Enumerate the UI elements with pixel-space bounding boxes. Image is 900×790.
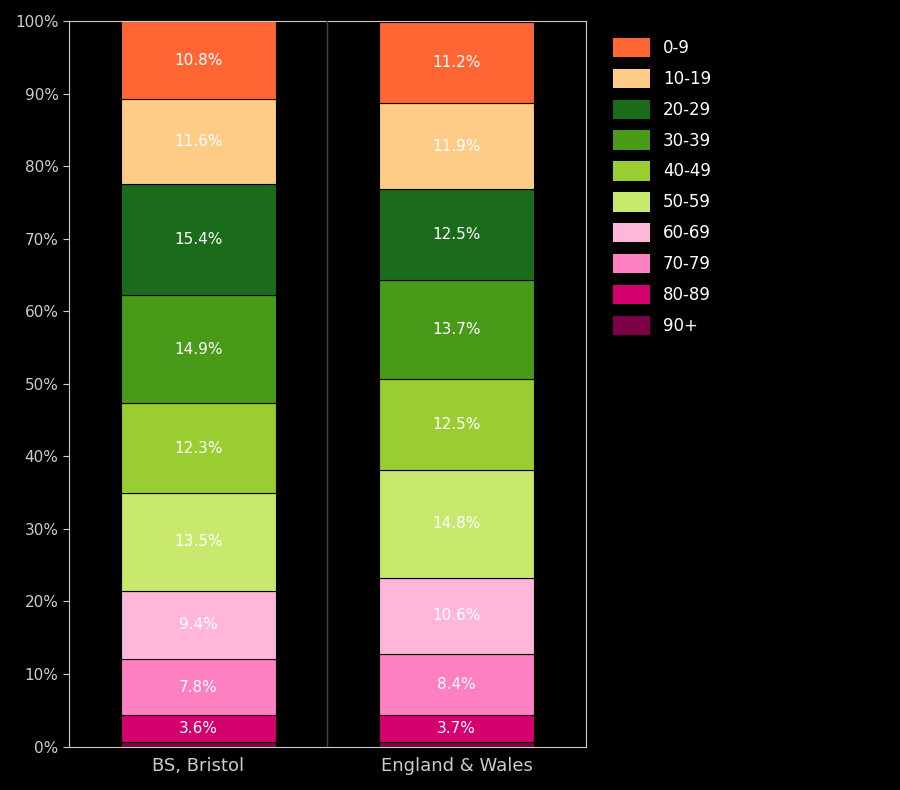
Bar [121, 716, 275, 742]
Text: 11.9%: 11.9% [432, 139, 481, 154]
Bar [121, 100, 275, 183]
Text: 13.7%: 13.7% [432, 322, 481, 337]
Bar [121, 742, 275, 747]
Bar [121, 659, 275, 716]
Text: 8.4%: 8.4% [437, 677, 476, 692]
Text: 10.6%: 10.6% [432, 608, 481, 623]
Bar [379, 190, 535, 280]
Text: 15.4%: 15.4% [174, 232, 222, 247]
Text: 11.2%: 11.2% [433, 55, 481, 70]
Bar [121, 493, 275, 591]
Legend: 0-9, 10-19, 20-29, 30-39, 40-49, 50-59, 60-69, 70-79, 80-89, 90+: 0-9, 10-19, 20-29, 30-39, 40-49, 50-59, … [605, 29, 719, 344]
Text: 14.8%: 14.8% [433, 517, 481, 532]
Bar [379, 470, 535, 577]
Text: 3.6%: 3.6% [179, 721, 218, 736]
Text: 12.5%: 12.5% [433, 228, 481, 243]
Bar [121, 21, 275, 100]
Text: 14.9%: 14.9% [174, 342, 222, 357]
Text: 10.8%: 10.8% [174, 53, 222, 68]
Bar [379, 22, 535, 103]
Bar [121, 183, 275, 295]
Text: 12.5%: 12.5% [433, 417, 481, 432]
Bar [121, 295, 275, 404]
Bar [379, 379, 535, 470]
Text: 12.3%: 12.3% [174, 441, 222, 456]
Bar [379, 654, 535, 716]
Bar [379, 103, 535, 190]
Bar [379, 577, 535, 654]
Bar [121, 591, 275, 659]
Text: 7.8%: 7.8% [179, 679, 218, 694]
Bar [379, 280, 535, 379]
Text: 3.7%: 3.7% [437, 721, 476, 736]
Text: 11.6%: 11.6% [174, 134, 222, 149]
Bar [379, 743, 535, 747]
Text: 13.5%: 13.5% [174, 534, 222, 549]
Bar [121, 404, 275, 493]
Text: 9.4%: 9.4% [179, 617, 218, 632]
Bar [379, 716, 535, 743]
